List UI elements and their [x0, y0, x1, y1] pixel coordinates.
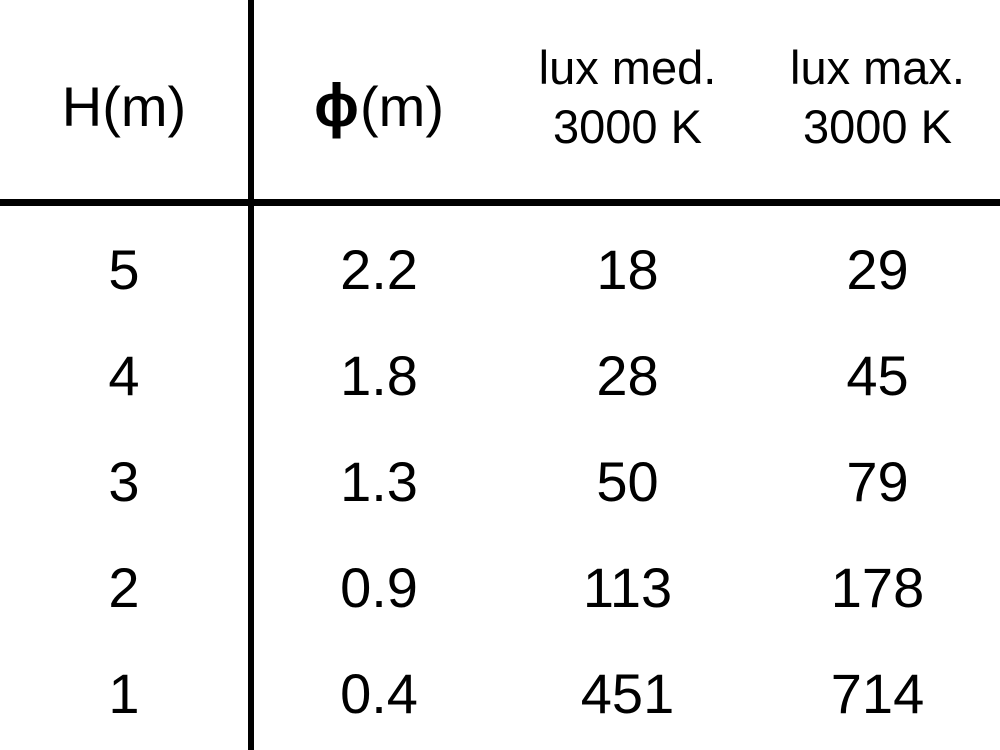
- cell-diameter: 0.4: [340, 662, 418, 725]
- column-header-lux-med-temperature: 3000 K: [553, 99, 702, 153]
- cell-height: 2: [108, 556, 140, 619]
- cell-diameter: 0.9: [340, 556, 418, 619]
- column-header-diameter: ϕ(m): [254, 72, 504, 139]
- column-header-lux-max-temperature: 3000 K: [803, 99, 952, 153]
- cell-lux-med: 50: [596, 450, 659, 513]
- cell-height: 3: [108, 450, 140, 513]
- column-divider-rule: [248, 0, 254, 750]
- cell-lux-med: 28: [596, 344, 659, 407]
- cell-lux-med: 451: [580, 662, 675, 725]
- header-divider-rule: [0, 199, 1000, 206]
- table-row: 5 2.2 18 29: [0, 217, 1000, 323]
- cell-lux-max: 714: [830, 662, 925, 725]
- column-header-height-label: H(m): [61, 75, 187, 138]
- cell-height: 5: [108, 238, 140, 301]
- cell-lux-max: 178: [830, 556, 925, 619]
- cell-lux-max: 79: [846, 450, 909, 513]
- table-header-row: H(m) ϕ(m) lux med. 3000 K lux max. 3000 …: [0, 0, 1000, 199]
- cell-diameter: 2.2: [340, 238, 418, 301]
- column-header-height: H(m): [0, 75, 248, 138]
- cell-lux-med: 18: [596, 238, 659, 301]
- table-row: 3 1.3 50 79: [0, 429, 1000, 535]
- phi-symbol: ϕ: [314, 72, 361, 139]
- column-header-lux-max: lux max. 3000 K: [755, 41, 1000, 153]
- phi-unit-label: (m): [360, 75, 444, 138]
- table-body: 5 2.2 18 29 4 1.8 28 45 3 1.3 50 79 2 0.…: [0, 206, 1000, 750]
- cell-height: 4: [108, 344, 140, 407]
- column-header-lux-med-title: lux med.: [538, 41, 717, 94]
- column-header-diameter-label: ϕ(m): [254, 72, 504, 139]
- table-row: 1 0.4 451 714: [0, 641, 1000, 747]
- table-row: 2 0.9 113 178: [0, 535, 1000, 641]
- cell-height: 1: [108, 662, 140, 725]
- cell-lux-max: 45: [846, 344, 909, 407]
- cell-diameter: 1.8: [340, 344, 418, 407]
- cell-lux-med: 113: [582, 556, 673, 619]
- column-header-lux-med: lux med. 3000 K: [505, 41, 750, 153]
- cell-diameter: 1.3: [340, 450, 418, 513]
- table-row: 4 1.8 28 45: [0, 323, 1000, 429]
- column-header-lux-max-title: lux max.: [790, 41, 965, 94]
- cell-lux-max: 29: [846, 238, 909, 301]
